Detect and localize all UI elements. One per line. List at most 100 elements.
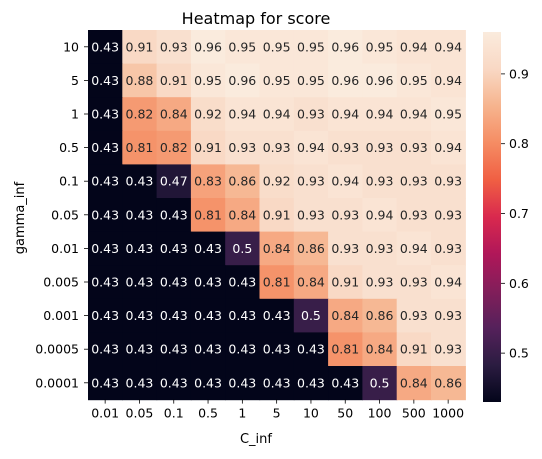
- cell-value-label: 0.43: [126, 275, 154, 290]
- x-tick-label: 1: [238, 406, 246, 421]
- cell-value-label: 0.91: [194, 140, 222, 155]
- heatmap-cell: [396, 298, 432, 333]
- cell-value-label: 0.91: [331, 275, 359, 290]
- cell-value-label: 0.86: [228, 174, 256, 189]
- heatmap-cell: [328, 130, 363, 165]
- heatmap-cell: [122, 164, 158, 199]
- heatmap-cell: [431, 30, 466, 65]
- heatmap-cell: [225, 130, 261, 165]
- heatmap-cell: [396, 63, 432, 98]
- cell-value-label: 0.86: [297, 241, 325, 256]
- cell-value-label: 0.43: [228, 342, 256, 357]
- cell-value-label: 0.81: [331, 342, 359, 357]
- heatmap-cell: [431, 332, 466, 367]
- cell-value-label: 0.94: [434, 73, 462, 88]
- cell-value-label: 0.93: [366, 174, 394, 189]
- cell-value-label: 0.43: [91, 73, 119, 88]
- cell-value-label: 0.81: [263, 275, 291, 290]
- cell-value-label: 0.93: [331, 241, 359, 256]
- cell-value-label: 0.91: [160, 73, 188, 88]
- heatmap-cell: [362, 198, 398, 233]
- heatmap-cell: [156, 97, 192, 132]
- heatmap-cell: [88, 164, 123, 199]
- cell-value-label: 0.94: [434, 140, 462, 155]
- cell-value-label: 0.43: [126, 375, 154, 390]
- heatmap-cell: [362, 63, 398, 98]
- heatmap-cell: [396, 332, 432, 367]
- heatmap-cell: [362, 30, 398, 65]
- heatmap-cell: [122, 332, 158, 367]
- cell-value-label: 0.94: [400, 241, 428, 256]
- cell-value-label: 0.43: [228, 275, 256, 290]
- heatmap-cell: [259, 366, 295, 401]
- cell-value-label: 0.5: [370, 375, 390, 390]
- y-tick-label: 0.01: [51, 241, 79, 256]
- cell-value-label: 0.93: [400, 275, 428, 290]
- cell-value-label: 0.43: [160, 342, 188, 357]
- cell-value-label: 0.43: [91, 342, 119, 357]
- heatmap-cell: [293, 265, 329, 300]
- x-tick-label: 5: [273, 406, 281, 421]
- heatmap-cell: [225, 265, 261, 300]
- heatmap-cell: [259, 63, 295, 98]
- cell-value-label: 0.94: [331, 174, 359, 189]
- heatmap-cell: [259, 265, 295, 300]
- heatmap-cell: [156, 265, 192, 300]
- heatmap-cell: [396, 198, 432, 233]
- cell-value-label: 0.84: [297, 275, 325, 290]
- heatmap-cell: [190, 198, 226, 233]
- heatmap-cell: [362, 231, 398, 266]
- cell-value-label: 0.93: [331, 207, 359, 222]
- heatmap-cell: [225, 63, 261, 98]
- heatmap-cell: [259, 130, 295, 165]
- heatmap-cell: [122, 97, 158, 132]
- heatmap-cell: [396, 164, 432, 199]
- colorbar: [483, 32, 501, 402]
- cell-value-label: 0.95: [400, 73, 428, 88]
- heatmap-cell: [293, 63, 329, 98]
- cell-value-label: 0.94: [297, 140, 325, 155]
- cell-value-label: 0.92: [263, 174, 291, 189]
- cell-value-label: 0.95: [366, 39, 394, 54]
- cell-value-label: 0.43: [263, 308, 291, 323]
- cell-value-label: 0.93: [434, 174, 462, 189]
- y-tick-label: 5: [71, 73, 79, 88]
- heatmap-cell: [88, 97, 123, 132]
- x-tick-label: 500: [402, 406, 426, 421]
- heatmap-cell: [88, 198, 123, 233]
- cell-value-label: 0.93: [434, 342, 462, 357]
- heatmap-cell: [156, 298, 192, 333]
- x-tick-label: 1000: [432, 406, 464, 421]
- heatmap-cell: [225, 30, 261, 65]
- cell-value-label: 0.43: [160, 275, 188, 290]
- cell-value-label: 0.43: [160, 375, 188, 390]
- heatmap-cell: [88, 63, 123, 98]
- cell-value-label: 0.93: [366, 140, 394, 155]
- cell-value-label: 0.93: [160, 39, 188, 54]
- heatmap-cell: [362, 130, 398, 165]
- heatmap-cell: [88, 265, 123, 300]
- heatmap-cell: [431, 298, 466, 333]
- heatmap-cell: [362, 298, 398, 333]
- colorbar-tick-label: 0.5: [509, 346, 529, 361]
- cell-value-label: 0.43: [126, 342, 154, 357]
- cell-value-label: 0.93: [400, 207, 428, 222]
- cell-value-label: 0.43: [263, 342, 291, 357]
- heatmap-cell: [190, 130, 226, 165]
- heatmap-cell: [396, 265, 432, 300]
- cell-value-label: 0.86: [366, 308, 394, 323]
- heatmap-cell: [293, 332, 329, 367]
- cell-value-label: 0.43: [91, 39, 119, 54]
- heatmap-cell: [190, 332, 226, 367]
- heatmap-cell: [88, 298, 123, 333]
- heatmap-cell: [225, 97, 261, 132]
- cell-value-label: 0.96: [331, 39, 359, 54]
- heatmap-cell: [225, 164, 261, 199]
- cell-value-label: 0.43: [91, 207, 119, 222]
- cell-value-label: 0.95: [297, 73, 325, 88]
- heatmap-cell: [431, 97, 466, 132]
- cell-value-label: 0.84: [160, 107, 188, 122]
- colorbar-ticks: 0.5 0.6 0.7 0.8 0.9: [501, 66, 529, 361]
- cell-value-label: 0.93: [400, 308, 428, 323]
- heatmap-cell: [328, 63, 363, 98]
